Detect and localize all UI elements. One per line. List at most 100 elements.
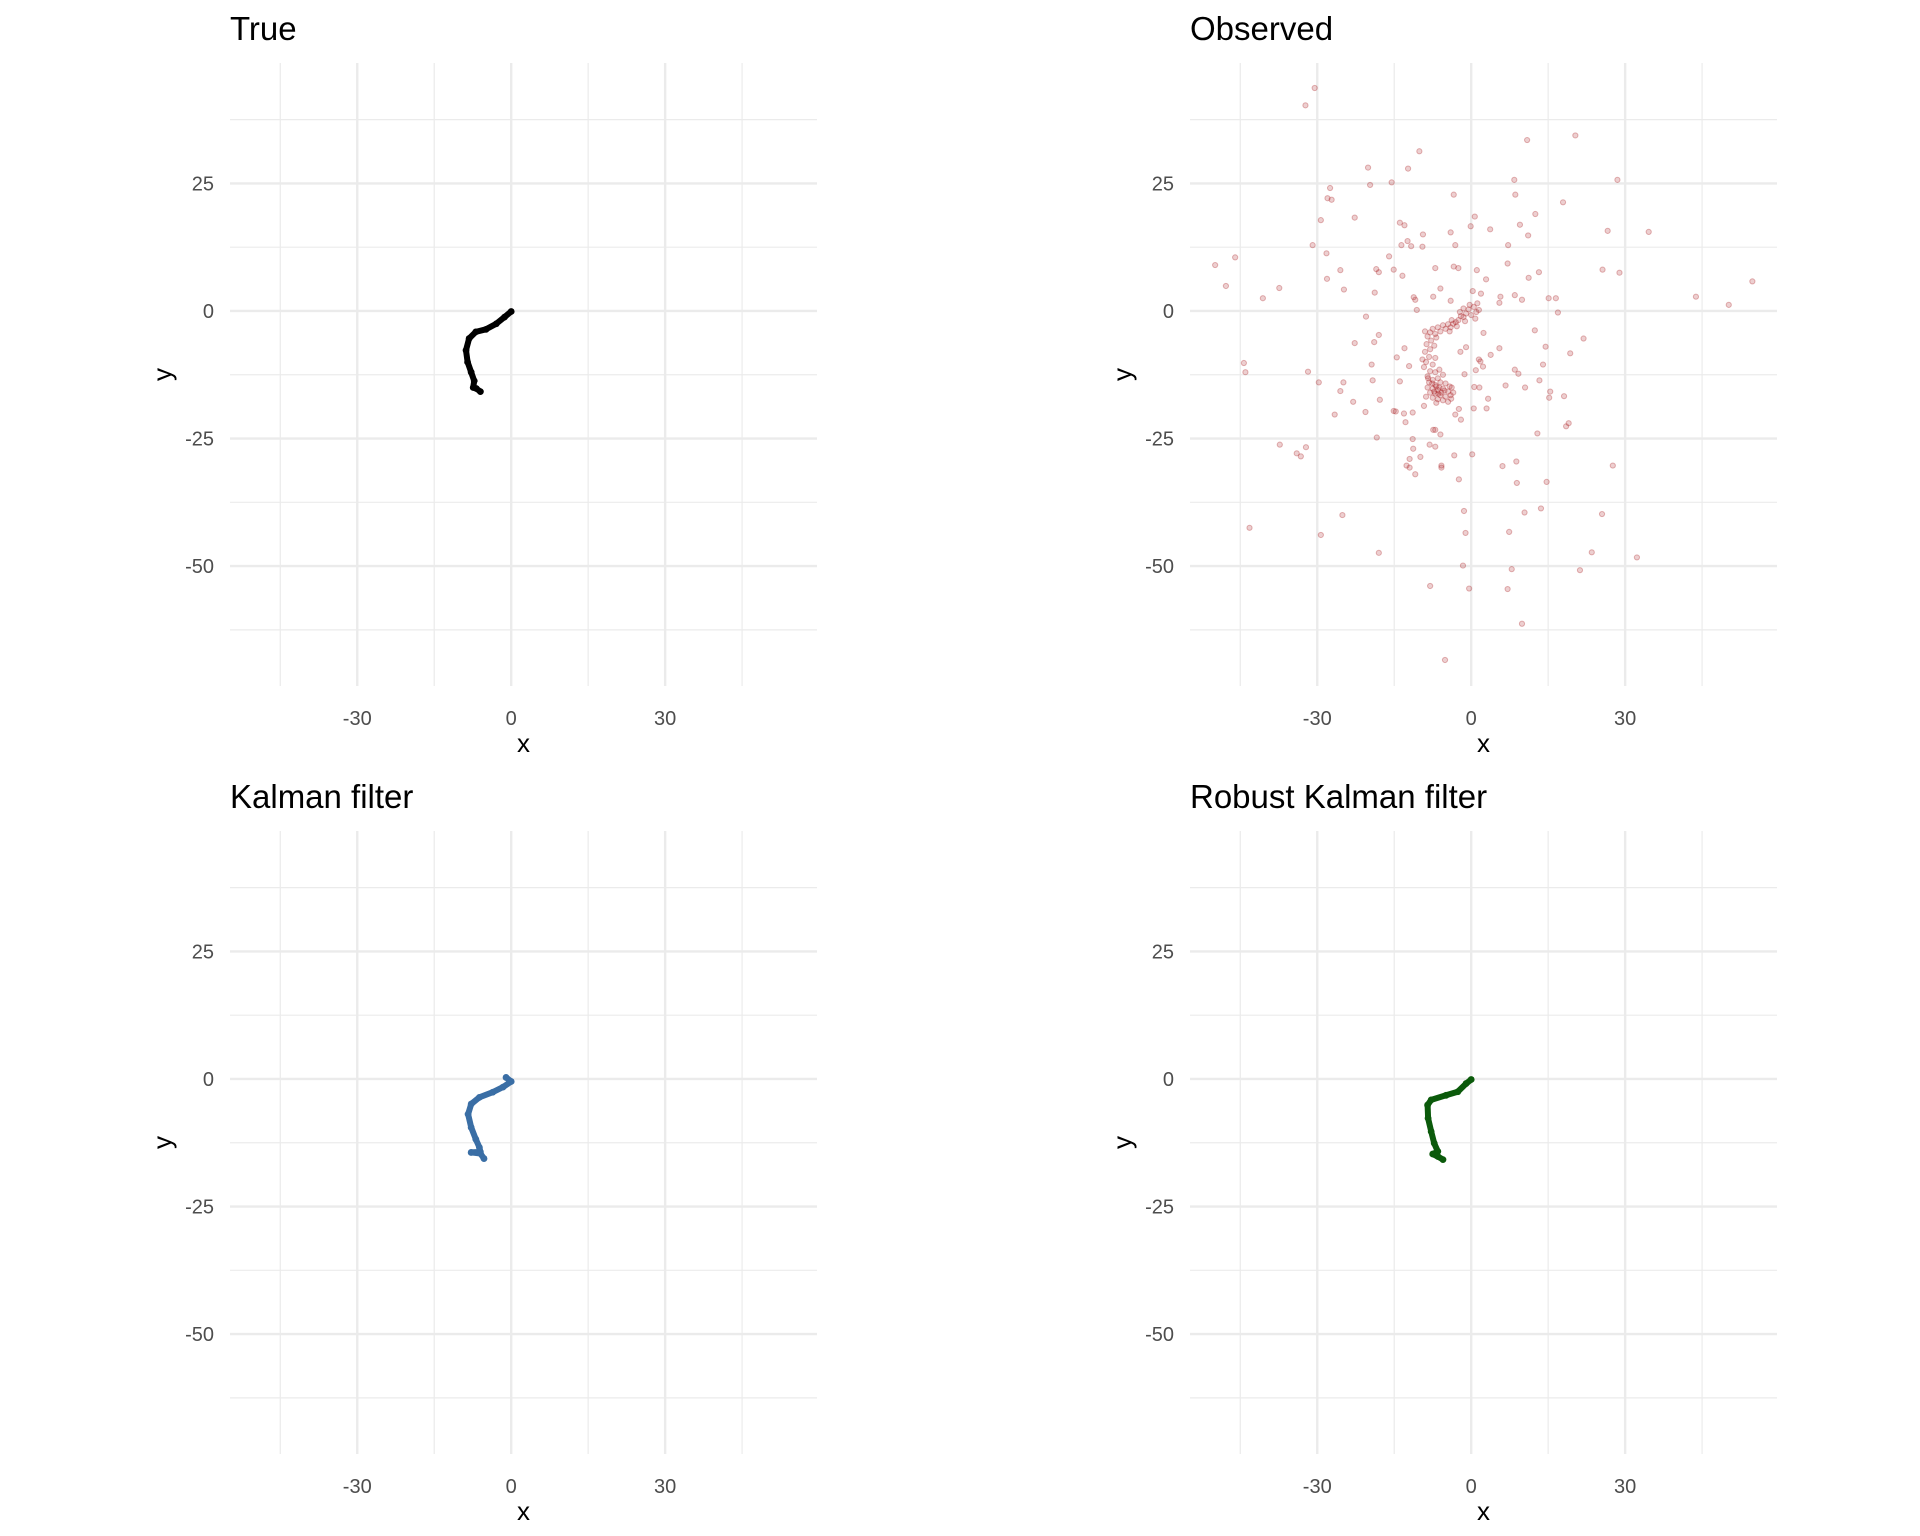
observed-point — [1521, 384, 1529, 391]
observed-point — [1429, 380, 1436, 387]
observed-point — [1429, 361, 1436, 368]
observed-point — [1431, 388, 1438, 395]
x-tick-label: 30 — [1614, 708, 1636, 730]
observed-point — [1412, 471, 1419, 478]
panel-title: Observed — [1190, 10, 1333, 47]
trajectory-point — [467, 1100, 475, 1108]
observed-point — [1436, 384, 1443, 391]
observed-point — [1455, 405, 1462, 413]
observed-point — [1543, 478, 1550, 486]
observed-point — [1749, 278, 1756, 285]
observed-point — [1537, 505, 1545, 512]
observed-point — [1487, 351, 1494, 358]
y-tick-label: -25 — [1145, 429, 1174, 451]
trajectory-point — [1454, 1088, 1462, 1096]
observed-point — [1427, 329, 1434, 336]
observed-point — [1427, 582, 1434, 590]
observed-point — [1396, 219, 1403, 226]
observed-point — [1331, 411, 1338, 418]
y-tick-label: 25 — [192, 941, 214, 963]
observed-point — [1524, 136, 1531, 144]
observed-point — [1513, 458, 1520, 465]
observed-point — [1434, 386, 1441, 394]
observed-point — [1471, 213, 1478, 220]
observed-point — [1424, 333, 1431, 340]
observed-point — [1536, 377, 1543, 384]
observed-point — [1323, 250, 1330, 257]
y-tick-label: 0 — [203, 1069, 214, 1091]
observed-point — [1518, 620, 1526, 627]
observed-point — [1432, 369, 1439, 376]
observed-point — [1448, 317, 1455, 324]
observed-point — [1502, 382, 1509, 389]
panel-title: Kalman filter — [230, 778, 413, 815]
observed-point — [1337, 267, 1344, 274]
observed-point — [1401, 222, 1408, 229]
trajectory-point — [464, 1110, 472, 1118]
observed-point — [1246, 524, 1253, 531]
observed-point — [1616, 269, 1623, 276]
observed-point — [1534, 430, 1541, 437]
observed-point — [1259, 295, 1266, 302]
trajectory-point — [1467, 1076, 1475, 1083]
observed-point — [1420, 364, 1428, 371]
observed-point — [1452, 242, 1459, 249]
x-tick-label: 0 — [1466, 1476, 1477, 1498]
observed-point — [1466, 585, 1473, 592]
observed-point — [1393, 354, 1400, 361]
gridlines — [230, 831, 817, 1454]
y-tick-label: 25 — [1152, 941, 1174, 963]
x-tick-label: 30 — [1614, 1476, 1636, 1498]
observed-point — [1371, 289, 1378, 296]
observed-point — [1508, 566, 1515, 573]
observed-point — [1485, 395, 1492, 402]
observed-point — [1469, 287, 1476, 295]
observed-point — [1448, 384, 1455, 391]
trajectory-point — [464, 358, 471, 366]
trajectory-point — [1427, 1096, 1435, 1104]
x-tick-label: -30 — [1303, 1476, 1332, 1498]
trajectory-point — [475, 1093, 483, 1101]
panel-title: True — [230, 10, 297, 47]
observed-point — [1240, 359, 1247, 367]
observed-point — [1645, 228, 1652, 235]
observed-point — [1373, 266, 1380, 273]
observed-point — [1576, 567, 1584, 574]
observed-point — [1432, 390, 1439, 397]
y-tick-label: 0 — [1163, 1069, 1174, 1091]
gridlines — [1190, 831, 1777, 1454]
y-tick-label: -50 — [185, 1324, 214, 1346]
trajectory-point — [465, 335, 473, 342]
observed-point — [1466, 301, 1473, 308]
observed-point — [1479, 363, 1487, 370]
observed-point — [1588, 549, 1595, 556]
observed-point — [1375, 269, 1382, 276]
observed-point — [1515, 370, 1522, 377]
observed-point — [1422, 358, 1430, 366]
observed-point — [1609, 462, 1616, 469]
trajectory-point — [1424, 1114, 1432, 1122]
trajectory-point — [472, 328, 480, 336]
trajectory-point — [502, 1074, 510, 1081]
observed-point — [1462, 529, 1469, 537]
observed-point — [1499, 462, 1506, 470]
observed-point — [1447, 324, 1454, 331]
observed-point — [1430, 293, 1437, 300]
observed-point — [1477, 358, 1484, 365]
observed-point — [1421, 348, 1429, 355]
observed-point — [1439, 385, 1447, 392]
trajectory-point — [1439, 1156, 1447, 1163]
observed-point — [1405, 362, 1413, 370]
observed-point — [1460, 507, 1468, 515]
panel-title: Robust Kalman filter — [1190, 778, 1487, 815]
observed-point — [1302, 444, 1310, 451]
trajectory-point — [472, 1135, 480, 1143]
observed-point — [1442, 325, 1449, 332]
observed-point — [1457, 416, 1465, 423]
observed-point — [1434, 375, 1441, 382]
observed-point — [1452, 411, 1459, 418]
observed-point — [1222, 282, 1230, 290]
observed-point — [1433, 399, 1440, 406]
observed-point — [1457, 348, 1464, 355]
x-tick-label: -30 — [1303, 708, 1332, 730]
